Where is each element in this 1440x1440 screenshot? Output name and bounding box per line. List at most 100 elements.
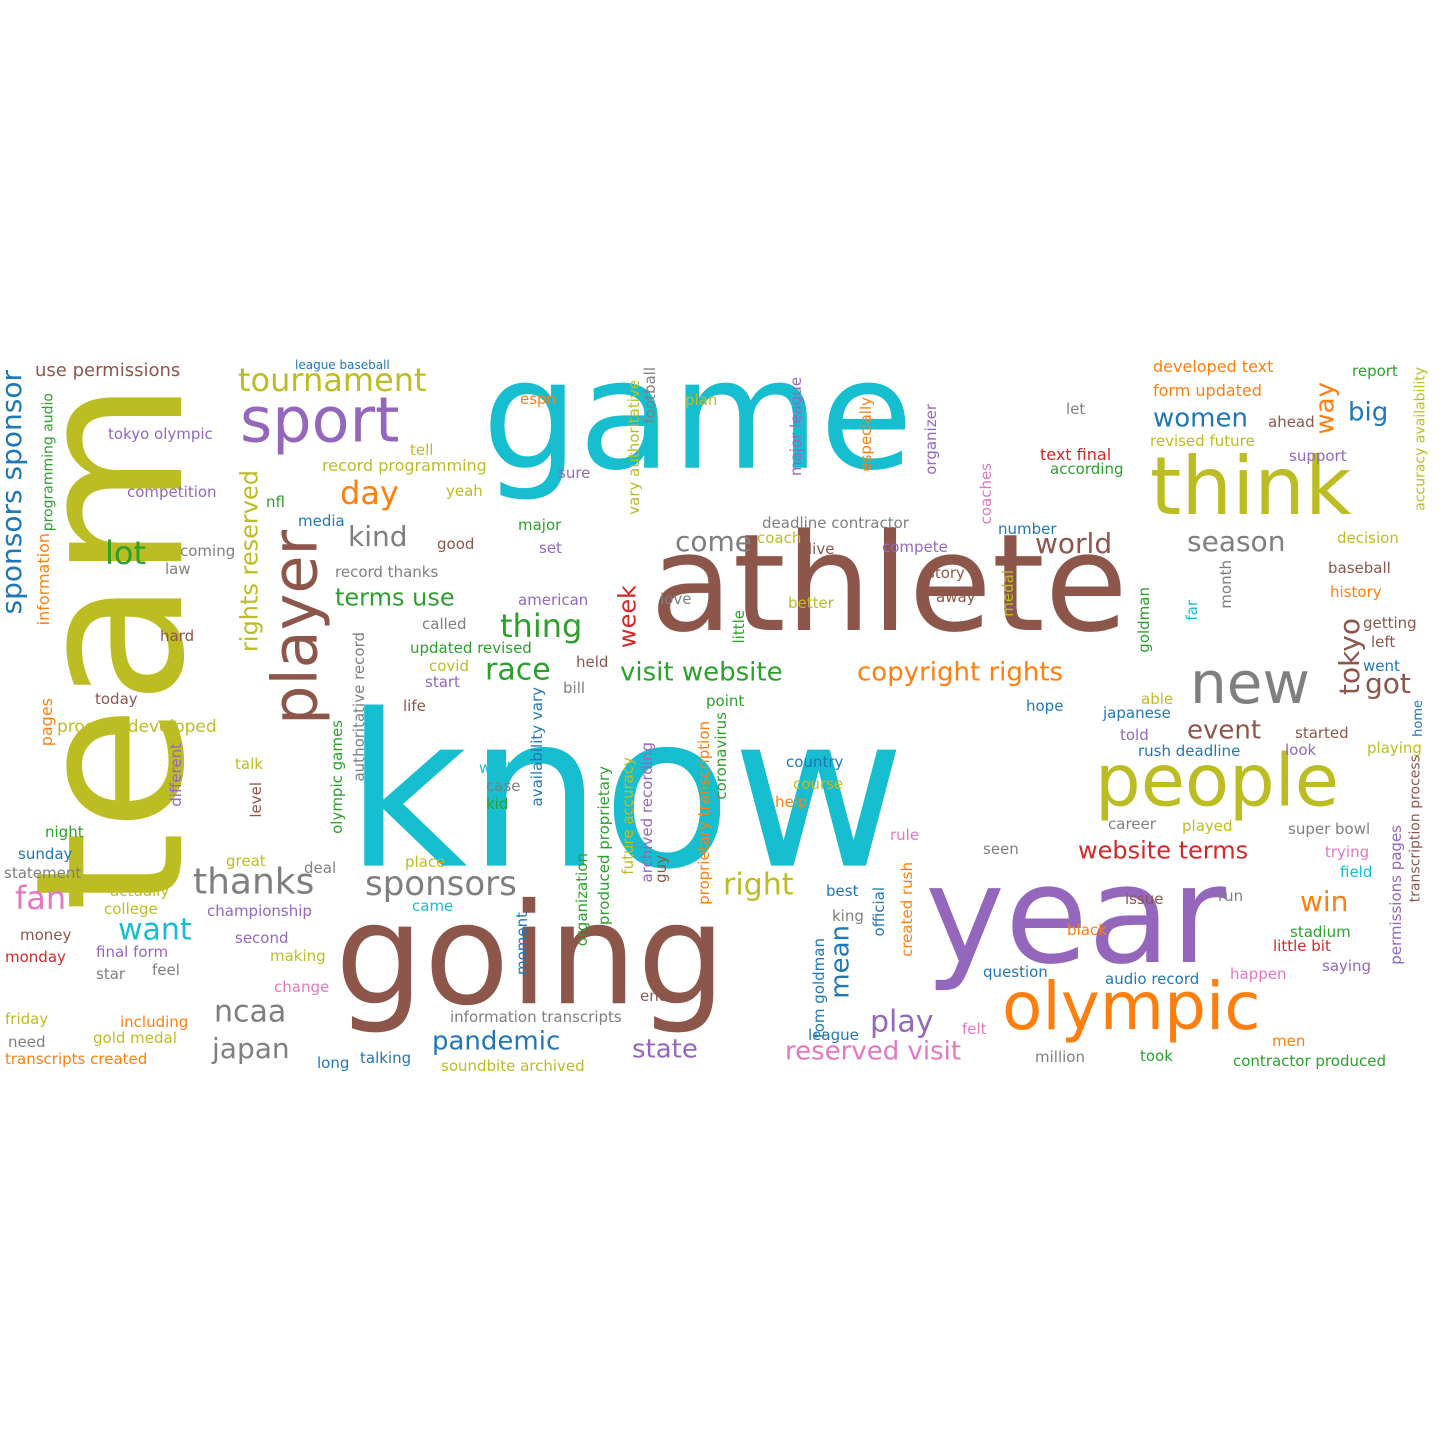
word-second: second <box>235 929 289 947</box>
word-olympic: olympic <box>1002 968 1261 1045</box>
word-million: million <box>1035 1048 1085 1066</box>
word-kid: kid <box>486 795 508 813</box>
word-king: king <box>832 907 864 925</box>
word-japanese: japanese <box>1102 704 1171 722</box>
word-soundbite-archived: soundbite archived <box>441 1057 585 1075</box>
word-right: right <box>723 868 794 903</box>
word-monday: monday <box>5 948 66 966</box>
word-tom-goldman: tom goldman <box>810 938 828 1038</box>
word-story: story <box>927 564 965 582</box>
word-year: year <box>925 837 1227 994</box>
word-new: new <box>1190 649 1310 717</box>
word-world: world <box>1035 527 1112 560</box>
word-pandemic: pandemic <box>432 1026 560 1056</box>
word-little: little <box>730 610 748 644</box>
word-country: country <box>786 753 843 771</box>
word-took: took <box>1140 1047 1173 1065</box>
word-felt: felt <box>962 1020 987 1038</box>
word-programming-audio: programming audio <box>41 393 57 531</box>
word-win: win <box>1300 885 1348 918</box>
word-started: started <box>1295 724 1349 742</box>
word-sport: sport <box>240 383 399 456</box>
word-updated-revised: updated revised <box>410 639 532 657</box>
word-audio-record: audio record <box>1105 970 1199 988</box>
word-produced-proprietary: produced proprietary <box>595 766 613 925</box>
word-issue: issue <box>1125 890 1164 908</box>
word-got: got <box>1365 667 1411 700</box>
word-goldman: goldman <box>1135 587 1153 653</box>
word-know: know <box>345 669 905 916</box>
word-end: end <box>640 987 668 1005</box>
word-far: far <box>1183 599 1201 620</box>
word-great: great <box>226 852 266 870</box>
word-lot: lot <box>105 534 146 572</box>
word-developed-text: developed text <box>1153 357 1273 376</box>
word-play: play <box>870 1005 934 1040</box>
word-talk: talk <box>235 755 263 773</box>
word-playing: playing <box>1367 739 1422 757</box>
word-compete: compete <box>882 538 948 556</box>
word-college: college <box>104 900 158 918</box>
word-bill: bill <box>563 679 585 697</box>
word-ahead: ahead <box>1268 413 1315 431</box>
word-field: field <box>1340 863 1372 881</box>
word-little-bit: little bit <box>1273 937 1331 955</box>
word-major: major <box>518 516 562 534</box>
word-tokyo-olympic: tokyo olympic <box>108 425 213 443</box>
word-saying: saying <box>1322 957 1371 975</box>
word-let: let <box>1066 400 1085 418</box>
word-hope: hope <box>1026 697 1063 715</box>
word-guy: guy <box>652 855 670 883</box>
word-help: help <box>775 793 807 811</box>
word-japan: japan <box>211 1032 290 1065</box>
word-able: able <box>1141 690 1173 708</box>
word-money: money <box>20 926 72 944</box>
word-player: player <box>258 529 331 724</box>
word-star: star <box>96 965 126 983</box>
word-women: women <box>1153 403 1248 433</box>
word-especially: especially <box>857 397 875 472</box>
word-permissions-pages: permissions pages <box>1387 825 1405 965</box>
word-record-programming: record programming <box>322 456 487 475</box>
word-life: life <box>403 697 426 715</box>
word-work: work <box>479 759 516 777</box>
word-support: support <box>1289 447 1347 465</box>
word-number: number <box>998 520 1057 538</box>
word-good: good <box>437 535 474 553</box>
word-career: career <box>1108 815 1157 833</box>
word-baseball: baseball <box>1328 559 1391 577</box>
word-football: football <box>641 367 659 424</box>
word-held: held <box>576 653 608 671</box>
word-thing: thing <box>500 607 582 645</box>
word-sure: sure <box>558 464 590 482</box>
word-case: case <box>486 777 520 795</box>
word-actually: actually <box>110 882 169 900</box>
word-feel: feel <box>152 961 180 979</box>
word-reserved-visit: reserved visit <box>785 1036 961 1066</box>
word-contractor-produced: contractor produced <box>1233 1052 1386 1070</box>
word-super-bowl: super bowl <box>1288 820 1370 838</box>
word-question: question <box>983 963 1048 981</box>
word-look: look <box>1285 741 1317 759</box>
word-love: love <box>660 590 691 608</box>
word-game: game <box>482 327 913 504</box>
word-people: people <box>1095 739 1339 823</box>
word-statement: statement <box>4 864 81 882</box>
word-event: event <box>1187 715 1261 745</box>
word-change: change <box>274 978 329 996</box>
word-media: media <box>298 512 345 530</box>
word-best: best <box>826 882 859 900</box>
word-information-transcripts: information transcripts <box>450 1008 622 1026</box>
word-espn: espn <box>520 390 556 408</box>
word-law: law <box>165 560 191 578</box>
word-availability-vary: availability vary <box>528 687 546 807</box>
word-website-terms: website terms <box>1078 837 1248 865</box>
word-athlete: athlete <box>650 505 1128 662</box>
word-plan: plan <box>685 391 717 409</box>
word-seen: seen <box>983 840 1019 858</box>
word-come: come <box>675 525 752 558</box>
word-report: report <box>1352 362 1398 380</box>
word-away: away <box>936 588 976 606</box>
word-home: home <box>1411 700 1426 737</box>
word-want: want <box>118 913 192 948</box>
